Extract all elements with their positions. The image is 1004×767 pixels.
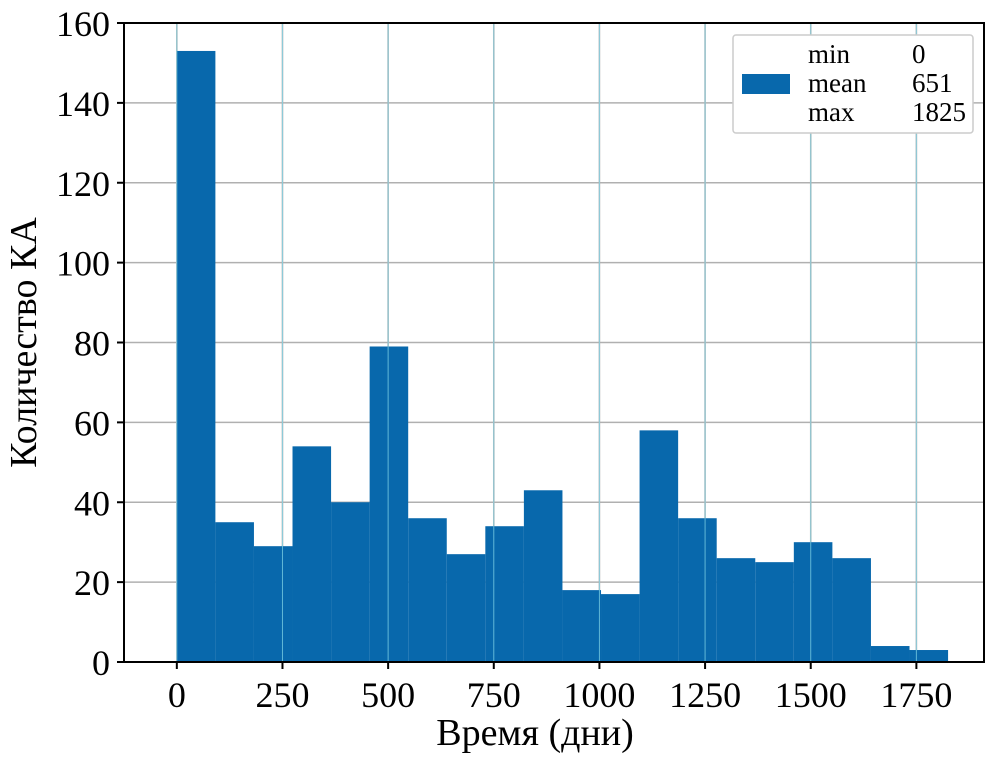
x-tick-label: 1250 xyxy=(669,675,741,715)
x-tick-label: 1750 xyxy=(880,675,952,715)
legend-box xyxy=(732,34,974,134)
legend-stat-label: mean xyxy=(808,68,867,98)
y-tick-label: 140 xyxy=(56,84,110,124)
histogram-bars xyxy=(176,50,949,663)
histogram-bar xyxy=(793,542,833,662)
histogram-bar xyxy=(369,346,409,662)
y-tick-label: 60 xyxy=(74,403,110,443)
histogram-bar xyxy=(909,650,949,662)
x-tick-label: 500 xyxy=(361,675,415,715)
x-axis-label: Время (дни) xyxy=(436,712,634,754)
legend-stat-value: 1825 xyxy=(912,97,966,127)
histogram-bar xyxy=(331,502,370,662)
y-tick-label: 0 xyxy=(92,643,110,683)
histogram-bar xyxy=(601,594,640,662)
histogram-bar xyxy=(562,590,602,662)
x-tick-label: 1000 xyxy=(563,675,635,715)
histogram-bar xyxy=(176,50,216,663)
legend-rows: min 0 mean 651 max 1825 xyxy=(808,39,966,127)
legend-swatch xyxy=(742,74,790,94)
y-tick-label: 120 xyxy=(56,164,110,204)
legend-stat-value: 0 xyxy=(912,39,926,69)
x-tick-label: 250 xyxy=(255,675,309,715)
histogram-bar xyxy=(253,546,293,662)
legend-stat-label: min xyxy=(808,39,851,69)
histogram-bar xyxy=(446,554,486,662)
histogram-bar xyxy=(408,518,447,662)
histogram-bar xyxy=(485,526,524,662)
x-axis-ticks: 0 250 500 750 1000 1250 1500 1750 xyxy=(168,662,952,715)
histogram-bar xyxy=(832,558,871,662)
histogram-bar xyxy=(678,518,717,662)
legend-stat-value: 651 xyxy=(912,68,953,98)
y-axis-ticks: 0 20 40 60 80 100 120 140 160 xyxy=(56,4,124,683)
y-tick-label: 80 xyxy=(74,324,110,364)
histogram-bar xyxy=(870,646,910,662)
histogram-bar xyxy=(215,522,254,662)
x-tick-label: 1500 xyxy=(775,675,847,715)
histogram-bar xyxy=(755,562,794,662)
histogram-bar xyxy=(292,446,332,662)
x-tick-label: 750 xyxy=(467,675,521,715)
legend-stat-label: max xyxy=(808,97,855,127)
histogram-bar xyxy=(716,558,756,662)
legend: min 0 mean 651 max 1825 xyxy=(732,34,974,134)
y-tick-label: 20 xyxy=(74,563,110,603)
y-tick-label: 160 xyxy=(56,4,110,44)
x-tick-label: 0 xyxy=(168,675,186,715)
y-axis-label: Количество КА xyxy=(3,217,45,468)
histogram-bar xyxy=(523,490,563,662)
histogram-bar xyxy=(639,430,679,662)
y-tick-label: 40 xyxy=(74,483,110,523)
y-tick-label: 100 xyxy=(56,244,110,284)
